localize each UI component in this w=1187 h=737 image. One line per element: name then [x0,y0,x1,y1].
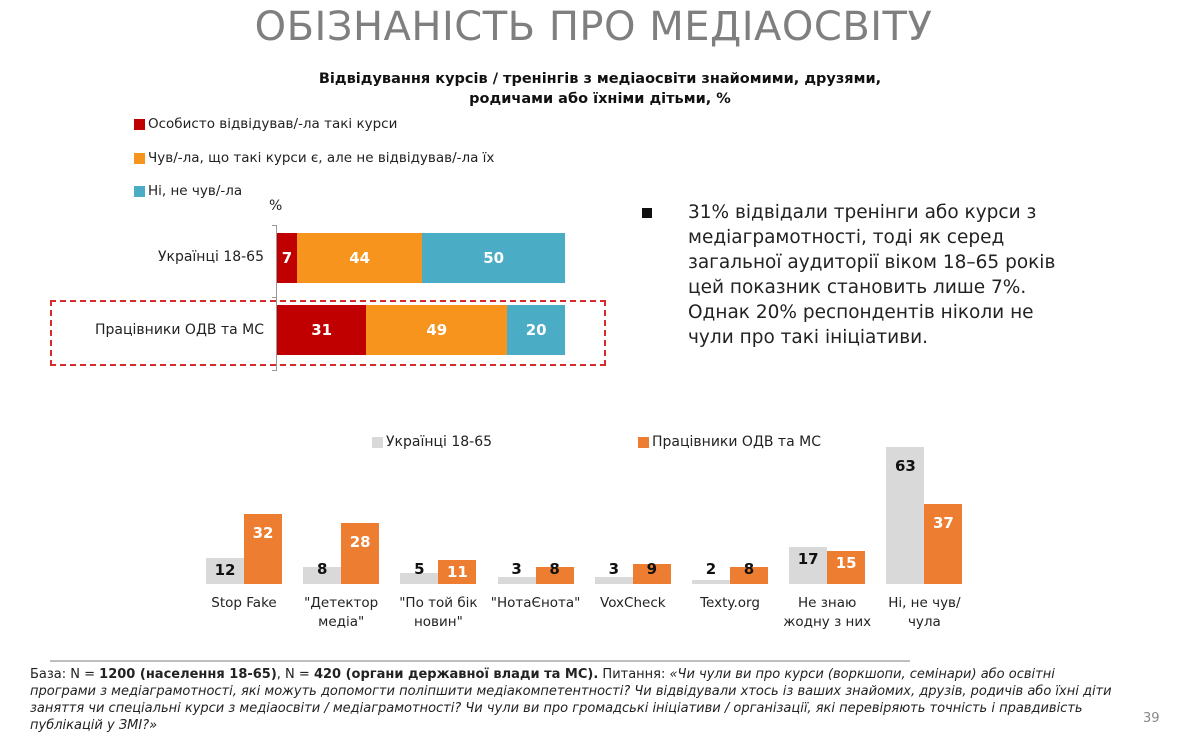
bar-segment: 31 [277,305,367,355]
bar-segment: 50 [422,233,565,283]
column-bar [535,566,574,584]
data-label: 31 [311,321,333,339]
category-label: "НотаЄнота" [490,595,581,611]
base-value-officials: 420 (органи державної влади та МС). [313,667,599,682]
data-label: 17 [797,550,819,569]
axis-tick [272,370,277,371]
legend-item-ukrainians: Українці 18-65 [372,434,492,450]
slide-title: ОБІЗНАНІСТЬ ПРО МЕДІАОСВІТУ [254,4,933,50]
data-label: 50 [483,249,505,267]
category-label: "Детектор медіа" [304,595,379,630]
legend-item-attended: Особисто відвідував/-ла такі курси [134,116,397,132]
column-bar [827,551,866,584]
axis-tick [272,297,277,298]
footer-divider [50,660,910,662]
category-label: Не знаю жодну з них [783,595,872,630]
data-label: 32 [252,524,274,543]
category-label: Texty.org [700,595,760,611]
bar-segment: 49 [366,305,508,355]
category-axis [276,225,277,371]
legend-swatch [134,185,145,197]
legend-swatch [372,436,383,448]
category-label: VoxCheck [600,595,666,611]
highlight-box [50,300,606,366]
column-bar [400,573,439,584]
legend-label: Чув/-ла, що такі курси є, але не відвіду… [148,150,495,166]
data-label: 2 [705,560,717,578]
column-bar [692,579,730,584]
base-value-population: 1200 (населення 18-65) [99,667,277,682]
legend-item-officials: Працівники ОДВ та МС [638,434,821,450]
column-bar [924,503,963,584]
data-label: 9 [646,560,658,578]
column-bar [632,564,671,584]
data-label: 3 [608,560,620,578]
column-bar [730,566,768,584]
data-label: 28 [349,533,371,552]
legend-swatch [134,152,145,164]
column-bar [497,577,536,584]
legend-item-not-heard: Ні, не чув/-ла [134,183,242,199]
row-label: Українці 18-65 [157,249,264,265]
data-label: 5 [414,560,425,578]
stacked-bar-ukrainians: 7 44 50 [277,233,565,283]
question-text: «Чи чули ви про курси (воркшопи, семінар… [30,667,1112,733]
category-label: Ні, не чув/чула [888,595,961,630]
question-label: Питання: [598,667,670,682]
column-bar [594,577,633,584]
category-label: Stop Fake [211,595,277,611]
data-label: 63 [894,457,916,475]
column-bar [789,547,828,584]
base-separator: , N = [276,667,314,682]
column-bar [244,514,282,584]
legend-label: Працівники ОДВ та МС [652,434,821,450]
bullet-icon [642,208,652,218]
page-number: 39 [1143,711,1160,726]
legend-label: Ні, не чув/-ла [148,183,243,199]
data-label: 49 [426,321,448,339]
data-label: 8 [743,560,755,578]
unit-label: % [269,198,283,214]
legend-label: Особисто відвідував/-ла такі курси [148,116,398,132]
data-label: 20 [525,321,547,339]
footer-note: База: N = 1200 (населення 18-65), N = 42… [30,666,1120,734]
data-label: 7 [281,249,293,267]
key-finding-text: 31% відвідали тренінги або курси з медіа… [688,202,1056,348]
data-label: 8 [549,560,560,578]
column-bar [303,566,342,584]
base-label: База: N = [30,667,100,682]
legend-swatch [134,118,145,130]
bar-segment: 20 [507,305,565,355]
stacked-bar-officials: 31 49 20 [277,305,565,355]
legend-label: Українці 18-65 [386,434,493,450]
column-bar [341,523,380,584]
column-bar [886,447,925,584]
legend-item-heard: Чув/-ла, що такі курси є, але не відвіду… [134,150,494,166]
chart-title: Відвідування курсів / тренінгів з медіао… [318,71,882,107]
bar-segment: 7 [277,233,297,283]
data-label: 11 [446,563,468,582]
column-bar [438,560,477,584]
row-label: Працівники ОДВ та МС [95,322,264,338]
data-label: 37 [932,513,954,532]
category-label: "По той бік новин" [399,595,478,630]
column-bar [206,557,244,584]
legend-swatch [638,436,649,448]
axis-tick [272,225,277,226]
data-label: 8 [316,560,328,578]
data-label: 3 [511,560,522,578]
data-label: 12 [214,560,236,579]
data-label: 15 [835,554,857,573]
data-label: 44 [349,249,371,267]
bar-segment: 44 [296,233,423,283]
